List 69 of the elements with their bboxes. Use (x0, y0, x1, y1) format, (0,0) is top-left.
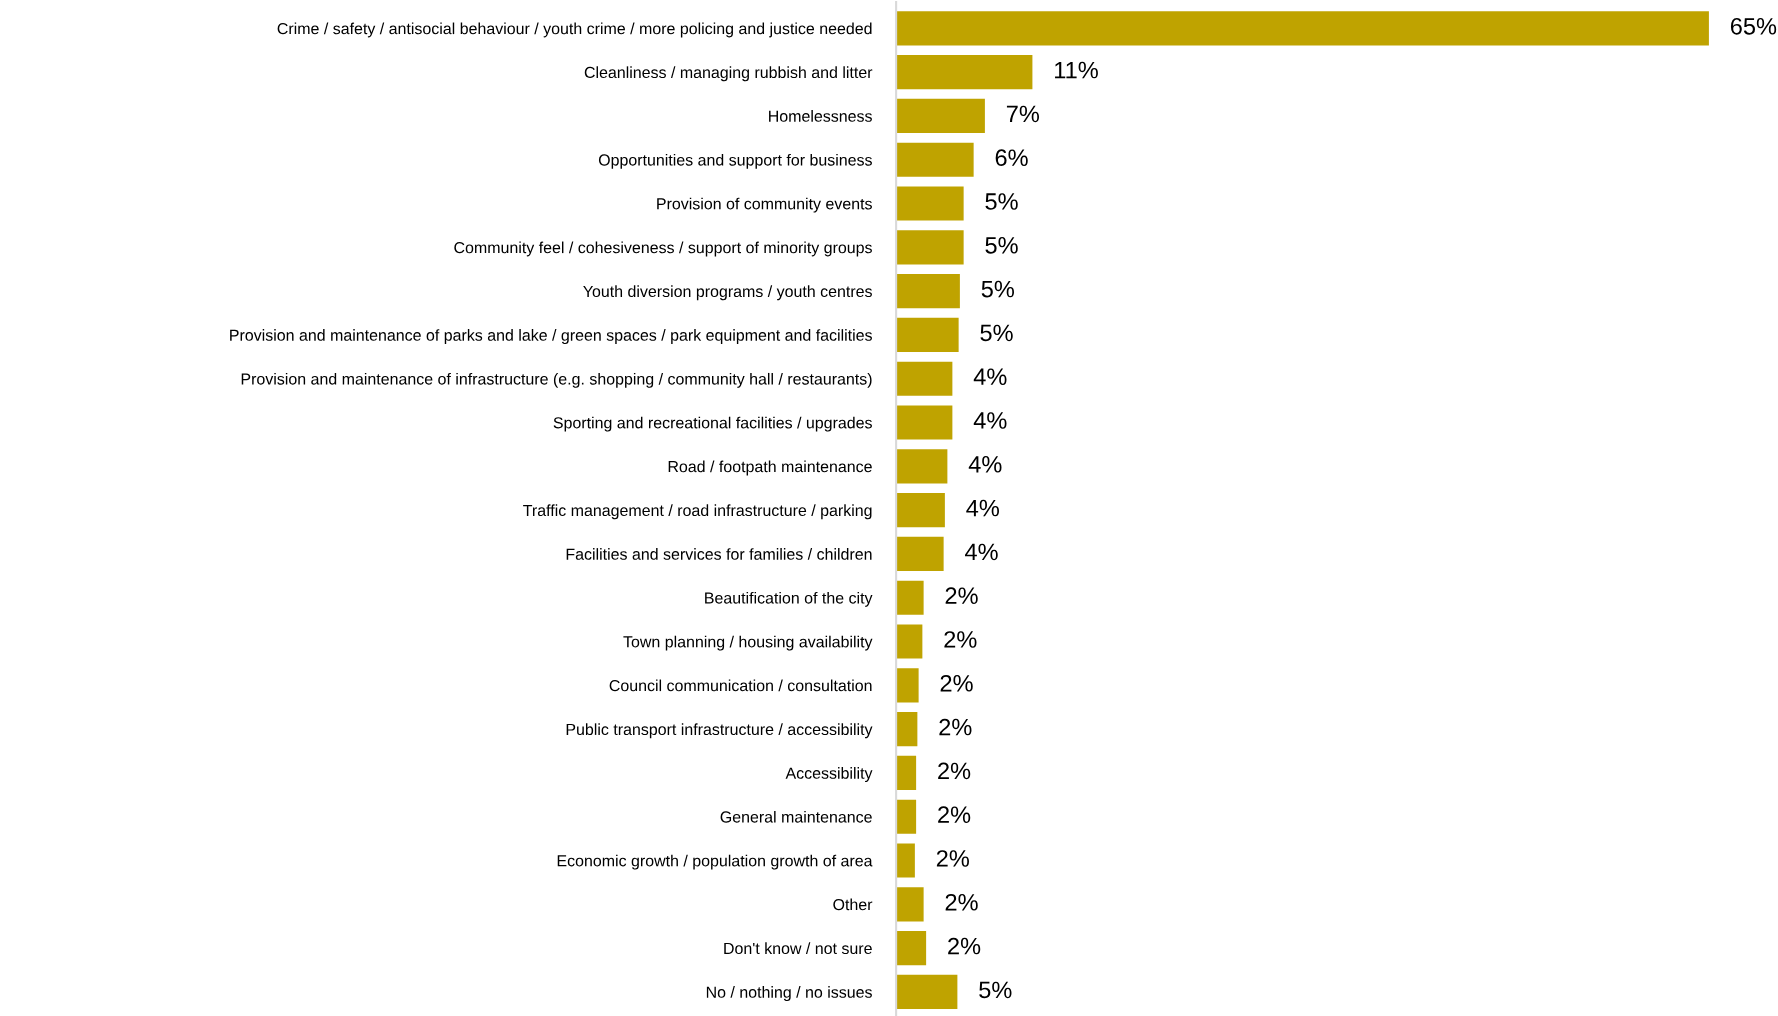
data-label: 5% (981, 280, 1014, 298)
data-label: 7% (1006, 105, 1040, 123)
data-label: 5% (979, 981, 1012, 999)
bar (896, 843, 915, 878)
bar (896, 493, 945, 528)
bar (896, 712, 918, 747)
bar (896, 55, 1033, 90)
y-tick-label: No / nothing / no issues (706, 986, 872, 1002)
data-label: 2% (938, 806, 971, 823)
bar (896, 98, 985, 133)
data-label: 4% (966, 499, 999, 517)
data-label: 4% (973, 412, 1007, 429)
data-label: 2% (936, 850, 969, 867)
bar (896, 580, 924, 615)
y-tick-label: Council communication / consultation (609, 679, 872, 692)
data-label: 2% (939, 718, 972, 736)
y-tick-label: Opportunities and support for business (598, 153, 872, 169)
y-tick-label: Sporting and recreational facilities / upgrades (553, 416, 872, 432)
data-label: 5% (985, 237, 1018, 254)
y-tick-label: Accessibility (785, 767, 873, 783)
bar (896, 974, 958, 1009)
data-label: 2% (945, 587, 978, 604)
bar (896, 668, 919, 703)
bar (896, 230, 964, 265)
y-tick-label: Economic growth / population growth of area (557, 854, 873, 870)
bar (896, 799, 917, 834)
y-tick-label: Crime / safety / antisocial behaviour / youth crime / more policing and justice needed (277, 22, 872, 38)
y-tick-label: Homelessness (769, 110, 872, 122)
data-label: 65% (1730, 17, 1777, 35)
data-label: 2% (940, 674, 973, 692)
y-tick-label: Town planning / housing availability (623, 635, 873, 651)
bar (896, 405, 953, 440)
bar (896, 186, 964, 221)
y-tick-label: Youth diversion programs / youth centres (583, 285, 872, 301)
y-tick-label: Community feel / cohesiveness / support of minority groups (454, 241, 872, 257)
data-label: 5% (980, 324, 1013, 342)
y-tick-label: Don't know / not sure (724, 942, 872, 955)
bar (896, 11, 1709, 46)
data-label: 4% (973, 368, 1007, 385)
data-label: 4% (965, 543, 998, 561)
data-label: 2% (948, 937, 981, 955)
y-tick-label: General maintenance (720, 810, 872, 823)
data-label: 2% (945, 893, 978, 911)
data-label: 4% (968, 456, 1002, 473)
bar (896, 317, 959, 352)
data-label: 2% (938, 762, 971, 780)
y-tick-label: Other (833, 898, 873, 911)
bar (896, 274, 960, 309)
data-label: 5% (985, 193, 1018, 210)
bar (896, 755, 917, 790)
data-label: 2% (944, 631, 977, 648)
bar (896, 931, 927, 966)
y-tick-label: Provision and maintenance of infrastructure (e.g. shopping / community hall / restaurants) (241, 372, 872, 388)
data-label: 11% (1055, 61, 1098, 79)
y-tick-label: Road / footpath maintenance (668, 460, 872, 476)
y-tick-label: Traffic management / road infrastructure / parking (523, 504, 872, 520)
bar (896, 142, 974, 177)
y-tick-label: Beautification of the city (705, 591, 873, 607)
bar (896, 624, 923, 659)
y-tick-label: Facilities and services for families / children (566, 548, 872, 560)
y-tick-label: Cleanliness / managing rubbish and litter (584, 66, 873, 82)
data-label: 6% (995, 149, 1028, 167)
bar (896, 887, 924, 922)
bar (896, 449, 948, 484)
y-tick-label: Provision and maintenance of parks and lake / green spaces / park equipment and facilities (230, 329, 872, 345)
y-tick-label: Provision of community events (657, 197, 872, 213)
y-tick-label: Public transport infrastructure / accessibility (566, 723, 873, 739)
bar (896, 536, 944, 571)
bar (896, 361, 953, 396)
